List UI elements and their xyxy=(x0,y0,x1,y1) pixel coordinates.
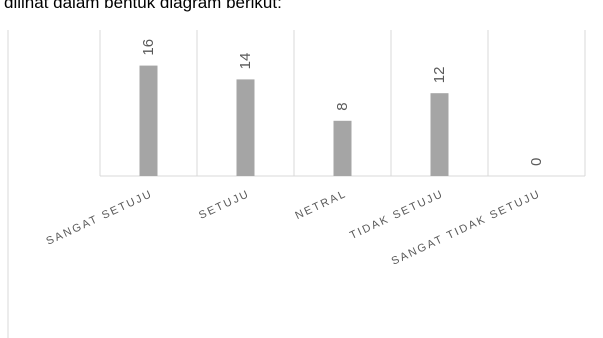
data-label: 8 xyxy=(334,102,351,110)
category-label: SETUJU xyxy=(197,188,252,222)
bars xyxy=(139,65,449,176)
bar xyxy=(236,79,255,176)
data-label: 0 xyxy=(528,158,545,166)
intro-text: dilihat dalam bentuk diagram berikut: xyxy=(4,0,282,12)
value-labels: 16 14 8 12 0 xyxy=(140,39,545,166)
data-label: 16 xyxy=(140,39,157,56)
bar xyxy=(139,65,158,176)
category-label: SANGAT TIDAK SETUJU xyxy=(390,188,543,268)
data-label: 14 xyxy=(237,53,254,70)
category-label: TIDAK SETUJU xyxy=(348,188,446,242)
category-labels: SANGAT SETUJU SETUJU NETRAL TIDAK SETUJUSAN… xyxy=(45,188,543,268)
data-label: 12 xyxy=(431,67,448,84)
category-label: NETRAL xyxy=(293,188,348,222)
category-dividers xyxy=(99,30,586,176)
category-label: SANGAT SETUJU xyxy=(45,188,155,248)
bar xyxy=(333,120,352,176)
bar xyxy=(430,93,449,176)
